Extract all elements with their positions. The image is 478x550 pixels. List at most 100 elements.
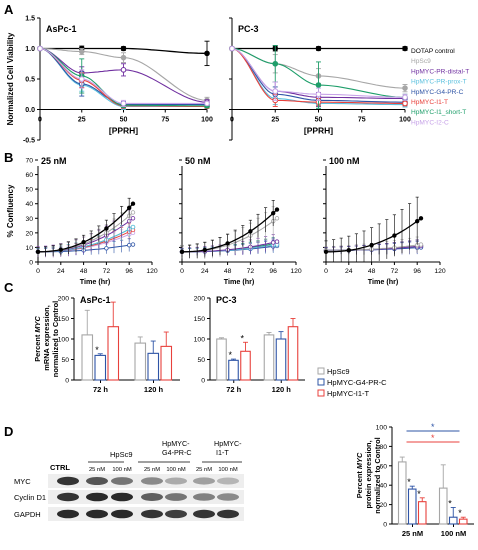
bar <box>240 350 251 381</box>
x-tick-label: 24 <box>201 268 209 275</box>
blot-band <box>111 492 133 502</box>
y-axis-label-line2: mRNA expression, <box>42 305 51 373</box>
legend-entry: HpMYC-I1-T <box>327 389 370 398</box>
x-tick-label: 96 <box>413 268 421 275</box>
y-tick-label: 30 <box>25 216 33 223</box>
y-tick-label: 0 <box>201 378 205 385</box>
bar <box>94 354 107 381</box>
blot-band <box>57 492 79 502</box>
legend-entry: HpMYC-G4-PR-C <box>327 378 387 387</box>
lane-label: 25 nM <box>144 467 160 473</box>
legend-entry: HpMYC-G4-PR-C <box>411 89 464 96</box>
data-point <box>120 67 127 73</box>
blot-group-label-line2: I1-T <box>216 448 229 457</box>
x-tick-label: 75 <box>161 117 169 124</box>
x-tick-label: 24 <box>345 268 353 275</box>
y-tick-label: 60 <box>25 172 33 179</box>
x-tick-label: 0 <box>180 268 184 275</box>
x-tick-label: 25 <box>271 117 279 124</box>
data-point <box>225 241 230 246</box>
blot-band <box>217 493 239 501</box>
significance-star: * <box>241 333 245 343</box>
y-tick-label: 0 <box>29 260 33 267</box>
blot-group-label: HpSc9 <box>110 450 133 459</box>
y-tick-label: 70 <box>25 158 33 165</box>
y-tick-label: 100 <box>194 337 206 344</box>
data-point <box>369 242 374 248</box>
x-tick-label: 96 <box>125 268 133 275</box>
x-tick-label: 48 <box>80 268 88 275</box>
y-tick-label: 80 <box>379 444 387 451</box>
y-tick-label: 20 <box>25 230 33 237</box>
blot-band <box>165 477 187 485</box>
x-axis-label: Time (hr) <box>368 277 399 286</box>
series-line <box>231 47 405 103</box>
series-hpmyc-g4-pr-c <box>323 240 424 255</box>
panel-title: 50 nM <box>185 156 211 166</box>
x-axis-label: Time (hr) <box>224 277 255 286</box>
data-point <box>229 45 235 52</box>
series-dotap-control <box>229 45 408 52</box>
bar <box>458 518 468 525</box>
data-point <box>78 48 85 55</box>
lane-label: 100 nM <box>112 467 132 473</box>
bracket-star: * <box>431 433 435 443</box>
series-dotap-control <box>323 196 424 262</box>
blot-band <box>217 477 239 485</box>
chart-b-50nm: 0 24 48 72 96 120 Time (hr) 50 nM <box>179 156 302 286</box>
bracket-star: * <box>431 422 435 432</box>
data-point <box>315 91 322 98</box>
y-tick-label: 150 <box>194 316 206 323</box>
legend-entry: HpSc9 <box>327 367 350 376</box>
data-point <box>272 60 279 67</box>
x-tick-label: 25 <box>78 117 86 124</box>
data-point <box>202 247 207 253</box>
x-tick-label: 0 <box>324 268 328 275</box>
bar <box>275 338 287 381</box>
panel-label-b: B <box>4 150 13 165</box>
bar <box>216 338 227 381</box>
data-point <box>418 242 424 247</box>
bar <box>417 501 427 525</box>
data-point <box>415 218 420 224</box>
panel-label-c: C <box>4 280 14 295</box>
data-point <box>402 94 408 101</box>
chart-a-pc3: 0 25 50 75 100 [PPRH] PC-3 DOTAP control HpSc9 Hp… <box>229 17 469 141</box>
data-point <box>126 205 132 211</box>
y-tick-label: 0.5 <box>25 77 35 84</box>
y-axis-label-line3: normalized to Control <box>373 437 382 513</box>
y-tick-label: 40 <box>379 483 387 490</box>
y-tick-label: 50 <box>61 357 69 364</box>
bar <box>147 352 160 381</box>
x-tick-label: 0 <box>36 268 40 275</box>
x-axis-label: [PPRH] <box>109 126 138 136</box>
x-tick-label: 96 <box>269 268 277 275</box>
panel-title: AsPc-1 <box>80 295 111 305</box>
data-point <box>346 248 351 253</box>
legend-swatch <box>317 367 325 375</box>
data-point <box>315 45 322 52</box>
blot-group-label: CTRL <box>50 463 70 472</box>
data-point <box>58 247 63 252</box>
blot-row-label: Cyclin D1 <box>14 493 46 502</box>
series-line <box>39 47 208 103</box>
blot-band <box>57 509 79 519</box>
y-axis-label-line3: normalized to Control <box>51 301 60 377</box>
bar <box>160 345 173 381</box>
series-hpmyc-i2-c <box>37 45 210 107</box>
blot-band <box>86 476 108 486</box>
y-tick-label: 0 <box>383 522 387 529</box>
blot-band <box>86 492 108 502</box>
y-tick-label: -0.5 <box>23 138 35 145</box>
y-tick-label: 50 <box>25 187 33 194</box>
x-tick-label: 50 <box>315 117 323 124</box>
data-point <box>402 45 408 52</box>
series-line <box>231 47 405 104</box>
legend-entry: HpMYC-I2-C <box>411 119 449 126</box>
data-point <box>104 246 109 251</box>
series-line <box>40 47 208 55</box>
legend-entry: HpMYC-PR-distal-T <box>411 68 469 75</box>
blot-group-label: HpMYC- <box>162 439 190 448</box>
significance-star: * <box>458 508 462 518</box>
